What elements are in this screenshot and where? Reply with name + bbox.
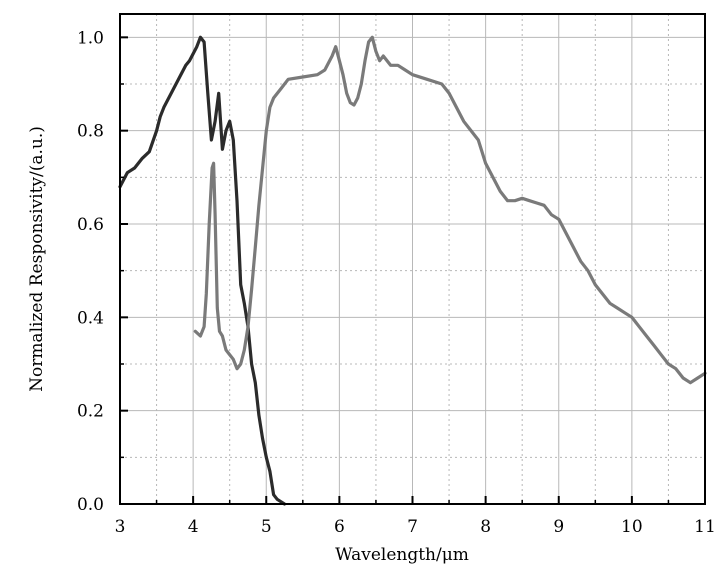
y-tick-label: 0.6: [77, 215, 104, 235]
y-tick-labels: 0.0 0.2 0.4 0.6 0.8 1.0: [77, 28, 104, 515]
series-layer: [118, 35, 707, 506]
x-tick-labels: 3 4 5 6 7 8 9 10 11: [115, 517, 716, 537]
x-axis-title: Wavelength/μm: [335, 545, 469, 565]
x-tick-label: 11: [694, 517, 716, 537]
x-tick-label: 7: [407, 517, 418, 537]
x-tick-label: 9: [553, 517, 564, 537]
series-line-dark: [118, 35, 287, 506]
x-tick-label: 4: [188, 517, 199, 537]
x-tick-label: 6: [334, 517, 345, 537]
series-line-gray: [193, 35, 707, 385]
y-tick-label: 1.0: [77, 28, 104, 48]
x-tick-label: 10: [621, 517, 643, 537]
y-tick-label: 0.8: [77, 122, 104, 142]
y-axis-title: Normalized Responsivity/(a.u.): [27, 126, 47, 392]
x-tick-label: 3: [115, 517, 126, 537]
y-tick-label: 0.2: [77, 402, 104, 422]
axis-ticks: [119, 36, 706, 505]
x-tick-label: 5: [261, 517, 272, 537]
y-tick-label: 0.4: [77, 308, 104, 328]
x-tick-label: 8: [480, 517, 491, 537]
y-tick-label: 0.0: [77, 495, 104, 515]
